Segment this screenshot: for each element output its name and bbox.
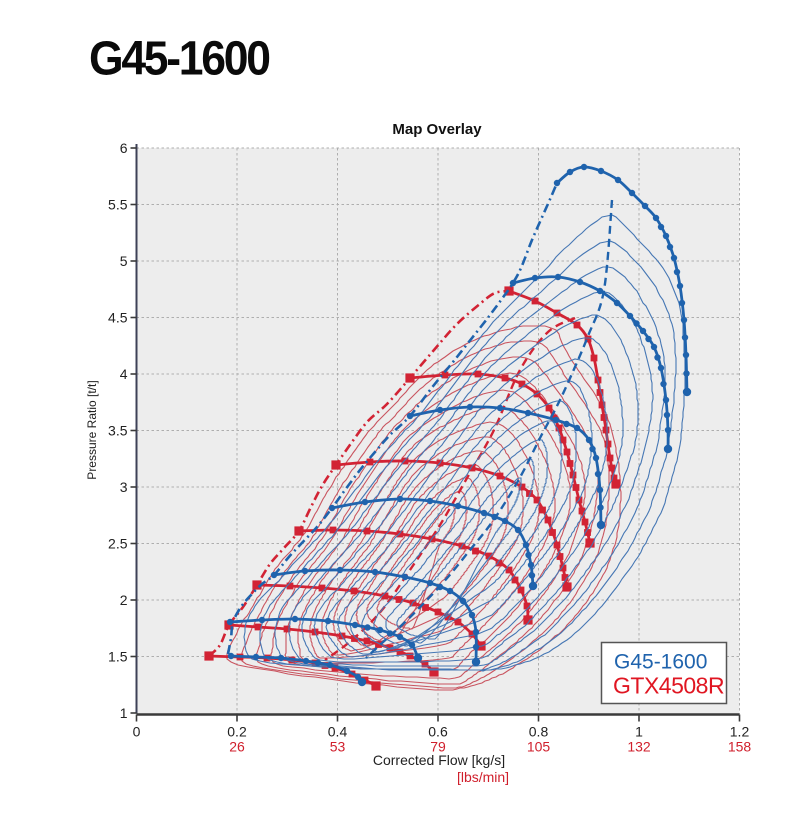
svg-text:0.6: 0.6 (428, 724, 448, 740)
svg-text:Corrected Flow [kg/s]: Corrected Flow [kg/s] (373, 752, 505, 768)
svg-text:GTX4508R: GTX4508R (613, 673, 724, 699)
svg-text:0.2: 0.2 (227, 724, 247, 740)
svg-text:0.4: 0.4 (328, 724, 348, 740)
svg-text:1: 1 (635, 724, 643, 740)
svg-text:1: 1 (120, 705, 128, 721)
svg-text:4.5: 4.5 (108, 310, 128, 326)
svg-text:0.8: 0.8 (529, 724, 549, 740)
svg-text:0: 0 (133, 724, 141, 740)
svg-text:5: 5 (120, 253, 128, 269)
svg-text:3: 3 (120, 479, 128, 495)
svg-text:G45-1600: G45-1600 (614, 651, 707, 674)
svg-text:1.5: 1.5 (108, 649, 128, 665)
svg-text:2.5: 2.5 (108, 536, 128, 552)
svg-text:5.5: 5.5 (108, 197, 128, 213)
svg-text:Map Overlay: Map Overlay (392, 121, 482, 138)
svg-text:1.2: 1.2 (730, 724, 750, 740)
svg-text:105: 105 (527, 739, 551, 755)
svg-text:79: 79 (430, 739, 446, 755)
svg-text:4: 4 (120, 366, 128, 382)
svg-text:53: 53 (330, 739, 346, 755)
svg-text:6: 6 (120, 140, 128, 156)
svg-text:26: 26 (229, 739, 245, 755)
svg-text:3.5: 3.5 (108, 423, 128, 439)
svg-text:158: 158 (728, 739, 752, 755)
svg-text:132: 132 (627, 739, 651, 755)
svg-text:2: 2 (120, 592, 128, 608)
svg-text:Pressure Ratio [t/t]: Pressure Ratio [t/t] (85, 380, 99, 479)
svg-text:G45-1600: G45-1600 (89, 31, 269, 85)
svg-text:[lbs/min]: [lbs/min] (457, 769, 509, 785)
